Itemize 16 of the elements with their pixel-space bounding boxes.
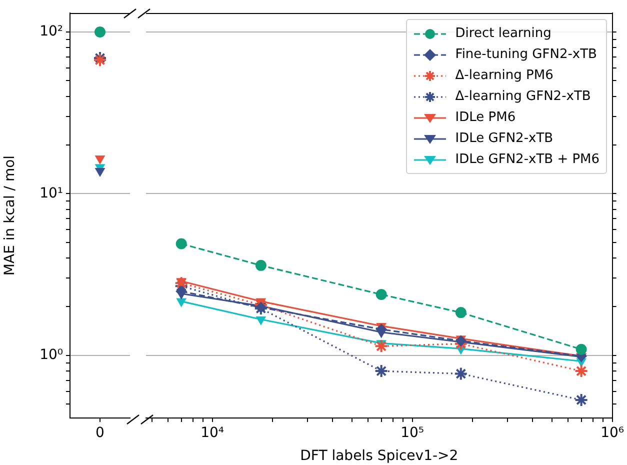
- legend-label: IDLe PM6: [455, 110, 516, 125]
- x-axis-title: DFT labels Spicev1->2: [300, 448, 458, 464]
- y-tick-label: 10⁰: [40, 347, 64, 364]
- y-tick-label: 10¹: [40, 185, 63, 202]
- x-tick-label: 0: [96, 425, 104, 442]
- legend-label: Direct learning: [455, 26, 552, 41]
- legend-label: IDLe GFN2-xTB + PM6: [455, 152, 600, 167]
- legend-label: Δ-learning PM6: [455, 68, 554, 83]
- y-axis-title: MAE in kcal / mol: [2, 155, 18, 276]
- x-tick-label: 10⁵: [400, 425, 424, 442]
- y-tick-label: 10²: [40, 24, 63, 40]
- legend-label: Fine-tuning GFN2-xTB: [455, 47, 597, 62]
- legend-label: Δ-learning GFN2-xTB: [455, 89, 591, 104]
- x-tick-label: 10⁶: [600, 425, 624, 442]
- x-tick-label: 10⁴: [200, 425, 224, 442]
- legend-label: IDLe GFN2-xTB: [455, 131, 554, 146]
